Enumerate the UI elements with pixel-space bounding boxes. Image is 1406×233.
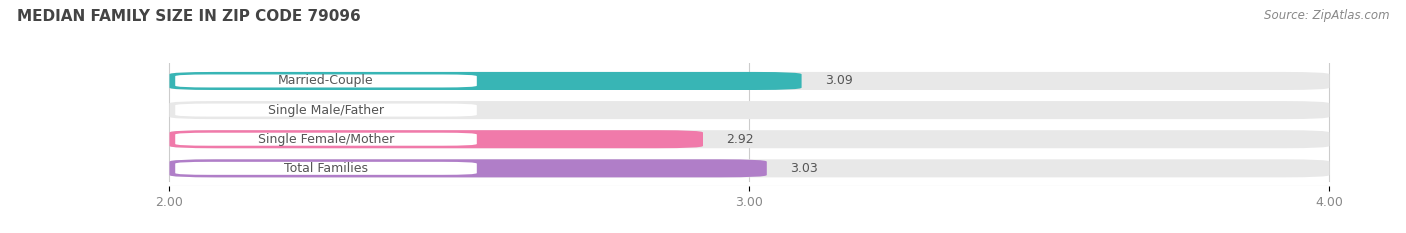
FancyBboxPatch shape xyxy=(176,133,477,146)
Text: 3.09: 3.09 xyxy=(825,75,852,87)
FancyBboxPatch shape xyxy=(170,101,1330,119)
Text: Married-Couple: Married-Couple xyxy=(278,75,374,87)
FancyBboxPatch shape xyxy=(170,159,1330,177)
FancyBboxPatch shape xyxy=(176,162,477,175)
FancyBboxPatch shape xyxy=(170,72,801,90)
Text: 2.92: 2.92 xyxy=(727,133,754,146)
FancyBboxPatch shape xyxy=(170,130,703,148)
Text: Single Female/Mother: Single Female/Mother xyxy=(257,133,394,146)
FancyBboxPatch shape xyxy=(170,159,766,177)
Text: 3.03: 3.03 xyxy=(790,162,818,175)
FancyBboxPatch shape xyxy=(170,130,1330,148)
Text: Total Families: Total Families xyxy=(284,162,368,175)
Text: Single Male/Father: Single Male/Father xyxy=(269,104,384,116)
Text: MEDIAN FAMILY SIZE IN ZIP CODE 79096: MEDIAN FAMILY SIZE IN ZIP CODE 79096 xyxy=(17,9,360,24)
FancyBboxPatch shape xyxy=(170,72,1330,90)
FancyBboxPatch shape xyxy=(176,104,477,116)
Text: Source: ZipAtlas.com: Source: ZipAtlas.com xyxy=(1264,9,1389,22)
FancyBboxPatch shape xyxy=(176,75,477,87)
